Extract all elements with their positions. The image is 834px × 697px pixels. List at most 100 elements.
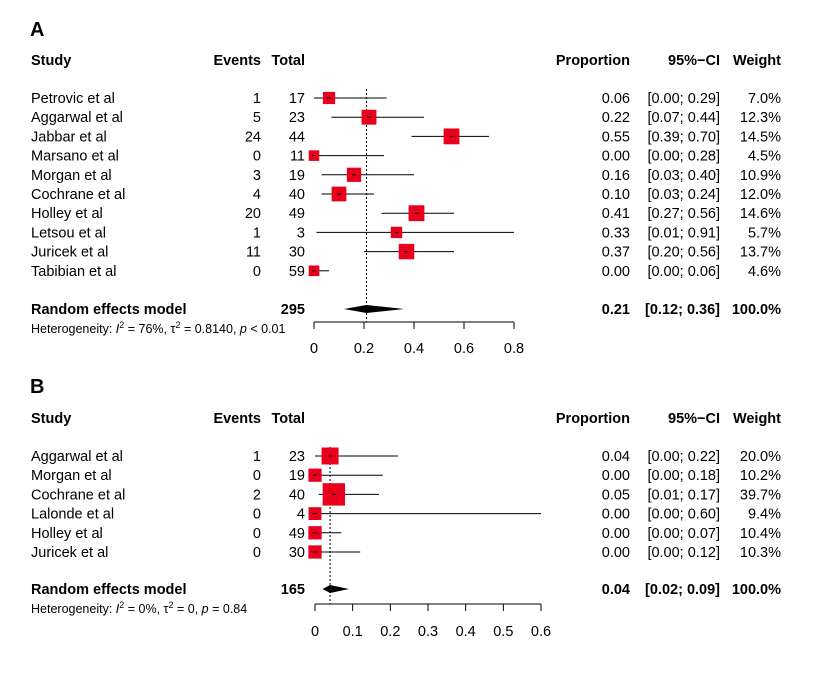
study-row: Holley et al 0 49 0.00 [0.00; 0.07] 10.4% [31, 526, 781, 542]
heterogeneity-text: Heterogeneity: I2 = 76%, τ2 = 0.8140, p … [31, 320, 285, 336]
p-value: < 0.01 [250, 322, 285, 336]
column-header-weight: Weight [733, 411, 781, 427]
study-name: Holley et al [31, 526, 103, 542]
pooled-row: Random effects model 165 0.04 [0.02; 0.09] 1… [31, 582, 781, 598]
study-total: 3 [297, 225, 305, 241]
study-ci: [0.00; 0.29] [647, 91, 720, 107]
study-events: 0 [253, 468, 261, 484]
x-axis-tick-label: 0.4 [404, 341, 424, 357]
study-total: 11 [290, 149, 305, 165]
column-header-total: Total [271, 411, 305, 427]
study-row: Morgan et al 0 19 0.00 [0.00; 0.18] 10.2% [31, 468, 781, 484]
i2-symbol: I [116, 602, 120, 616]
heterogeneity-prefix: Heterogeneity: [31, 602, 116, 616]
pooled-label: Random effects model [31, 302, 187, 318]
study-ci: [0.00; 0.06] [647, 264, 720, 280]
study-ci: [0.00; 0.18] [647, 468, 720, 484]
study-weight: 4.6% [748, 264, 781, 280]
column-header-events: Events [213, 53, 261, 69]
equals-sign: = [180, 322, 194, 336]
study-events: 0 [253, 545, 261, 561]
study-weight: 14.5% [740, 129, 781, 145]
study-events: 24 [245, 129, 261, 145]
study-name: Jabbar et al [31, 129, 107, 145]
study-total: 59 [289, 264, 305, 280]
column-header-study: Study [31, 53, 71, 69]
forest-panel-b: B Study Events Total Proportion 95%−CI Weight A… [30, 376, 781, 640]
study-weight: 20.0% [740, 449, 781, 465]
study-ci: [0.27; 0.56] [647, 206, 720, 222]
p-value: 0.84 [223, 602, 247, 616]
study-events: 0 [253, 264, 261, 280]
column-header-ci: 95%−CI [668, 411, 720, 427]
study-weight: 14.6% [740, 206, 781, 222]
study-ci: [0.03; 0.40] [647, 168, 720, 184]
study-ci: [0.00; 0.07] [647, 526, 720, 542]
study-name: Aggarwal et al [31, 110, 123, 126]
study-proportion: 0.55 [602, 129, 630, 145]
study-name: Morgan et al [31, 168, 112, 184]
x-axis-tick-label: 0.8 [504, 341, 524, 357]
x-axis-tick-label: 0.4 [456, 624, 476, 640]
pooled-row: Random effects model 295 0.21 [0.12; 0.36] 1… [31, 302, 781, 318]
pooled-weight: 100.0% [732, 582, 781, 598]
study-ci: [0.39; 0.70] [647, 129, 720, 145]
pooled-label: Random effects model [31, 582, 187, 598]
study-events: 1 [253, 449, 261, 465]
equals-sign: = [124, 322, 138, 336]
x-axis-tick-label: 0 [311, 624, 319, 640]
column-header-proportion: Proportion [556, 411, 630, 427]
study-ci: [0.00; 0.60] [647, 507, 720, 523]
study-proportion: 0.04 [602, 449, 630, 465]
study-name: Aggarwal et al [31, 449, 123, 465]
study-row: Aggarwal et al 5 23 0.22 [0.07; 0.44] 12.3% [31, 109, 781, 126]
separator: , [233, 322, 240, 336]
study-row: Juricek et al 0 30 0.00 [0.00; 0.12] 10.3% [31, 545, 781, 561]
study-row: Petrovic et al 1 17 0.06 [0.00; 0.29] 7.0% [31, 91, 781, 107]
study-proportion: 0.00 [602, 507, 630, 523]
tau-symbol: , τ [157, 602, 169, 616]
separator: , [195, 602, 202, 616]
pooled-diamond [322, 585, 349, 593]
study-weight: 9.4% [748, 507, 781, 523]
heterogeneity-text: Heterogeneity: I2 = 0%, τ2 = 0, p = 0.84 [31, 600, 247, 616]
study-ci: [0.00; 0.28] [647, 149, 720, 165]
panel-letter: A [30, 19, 44, 41]
study-total: 49 [289, 206, 305, 222]
study-proportion: 0.00 [602, 264, 630, 280]
study-events: 1 [253, 91, 261, 107]
pooled-total: 295 [281, 302, 305, 318]
study-total: 40 [289, 487, 305, 503]
study-proportion: 0.33 [602, 225, 630, 241]
column-header-proportion: Proportion [556, 53, 630, 69]
study-row: Cochrane et al 2 40 0.05 [0.01; 0.17] 39.7% [31, 483, 781, 506]
x-axis-tick-label: 0.3 [418, 624, 438, 640]
pooled-diamond [344, 305, 404, 313]
tau-symbol: , τ [164, 322, 176, 336]
study-row: Morgan et al 3 19 0.16 [0.03; 0.40] 10.9% [31, 167, 781, 184]
study-name: Juricek et al [31, 245, 108, 261]
study-events: 20 [245, 206, 261, 222]
study-proportion: 0.16 [602, 168, 630, 184]
x-axis-tick-label: 0.6 [454, 341, 474, 357]
study-weight: 5.7% [748, 225, 781, 241]
study-ci: [0.03; 0.24] [647, 187, 720, 203]
tau2-value: 0.8140 [195, 322, 233, 336]
study-events: 11 [246, 245, 261, 261]
study-total: 30 [289, 245, 305, 261]
study-events: 0 [253, 507, 261, 523]
i2-value: 0% [139, 602, 157, 616]
study-name: Lalonde et al [31, 507, 114, 523]
study-events: 1 [253, 225, 261, 241]
study-weight: 39.7% [740, 487, 781, 503]
x-axis-tick-label: 0.1 [343, 624, 363, 640]
study-events: 3 [253, 168, 261, 184]
pooled-proportion: 0.04 [602, 582, 630, 598]
study-row: Letsou et al 1 3 0.33 [0.01; 0.91] 5.7% [31, 225, 781, 241]
x-axis-tick-label: 0 [310, 341, 318, 357]
pooled-weight: 100.0% [732, 302, 781, 318]
study-total: 30 [289, 545, 305, 561]
pooled-proportion: 0.21 [602, 302, 630, 318]
study-name: Marsano et al [31, 149, 119, 165]
equals-sign: = [124, 602, 138, 616]
